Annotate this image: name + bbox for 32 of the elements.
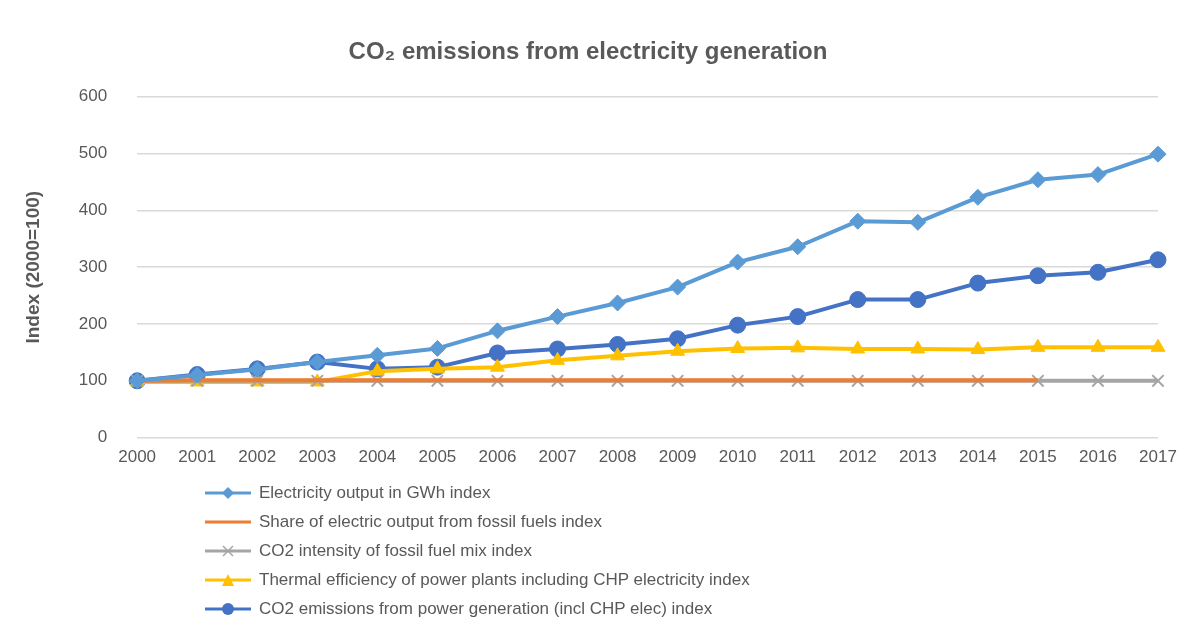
x-tick-label: 2015 <box>1018 447 1057 467</box>
y-tick-label: 0 <box>97 427 108 447</box>
x-tick-label: 2010 <box>718 447 757 467</box>
x-tick-label: 2012 <box>838 447 877 467</box>
x-tick-label: 2002 <box>238 447 277 467</box>
y-tick-label: 600 <box>78 86 108 106</box>
legend-label: Share of electric output from fossil fuels index <box>259 511 602 532</box>
x-tick-label: 2001 <box>178 447 217 467</box>
x-tick-label: 2008 <box>598 447 637 467</box>
legend-label: CO2 intensity of fossil fuel mix index <box>259 540 533 561</box>
x-tick-label: 2014 <box>958 447 997 467</box>
chart-title: CO₂ emissions from electricity generation <box>348 37 828 65</box>
x-tick-label: 2011 <box>779 447 816 467</box>
x-tick-label: 2000 <box>118 447 157 467</box>
x-tick-label: 2013 <box>898 447 937 467</box>
x-tick-label: 2007 <box>538 447 577 467</box>
legend-label: Thermal efficiency of power plants including CHP electricity index <box>259 569 750 590</box>
y-tick-label: 200 <box>78 313 108 333</box>
legend-label: Electricity output in GWh index <box>259 482 491 503</box>
x-tick-label: 2009 <box>658 447 697 467</box>
x-tick-label: 2003 <box>298 447 337 467</box>
y-tick-label: 100 <box>78 370 108 390</box>
y-axis-title: Index (2000=100) <box>21 190 43 344</box>
x-tick-label: 2016 <box>1079 447 1117 467</box>
legend-label: CO2 emissions from power generation (incl CHP elec) index <box>259 598 713 619</box>
x-tick-label: 2005 <box>418 447 457 467</box>
y-tick-label: 500 <box>78 143 108 163</box>
x-tick-label: 2006 <box>478 447 517 467</box>
y-tick-label: 300 <box>78 256 108 276</box>
y-tick-label: 400 <box>78 200 108 220</box>
x-tick-label: 2004 <box>358 447 397 467</box>
x-tick-label: 2017 <box>1139 447 1177 467</box>
